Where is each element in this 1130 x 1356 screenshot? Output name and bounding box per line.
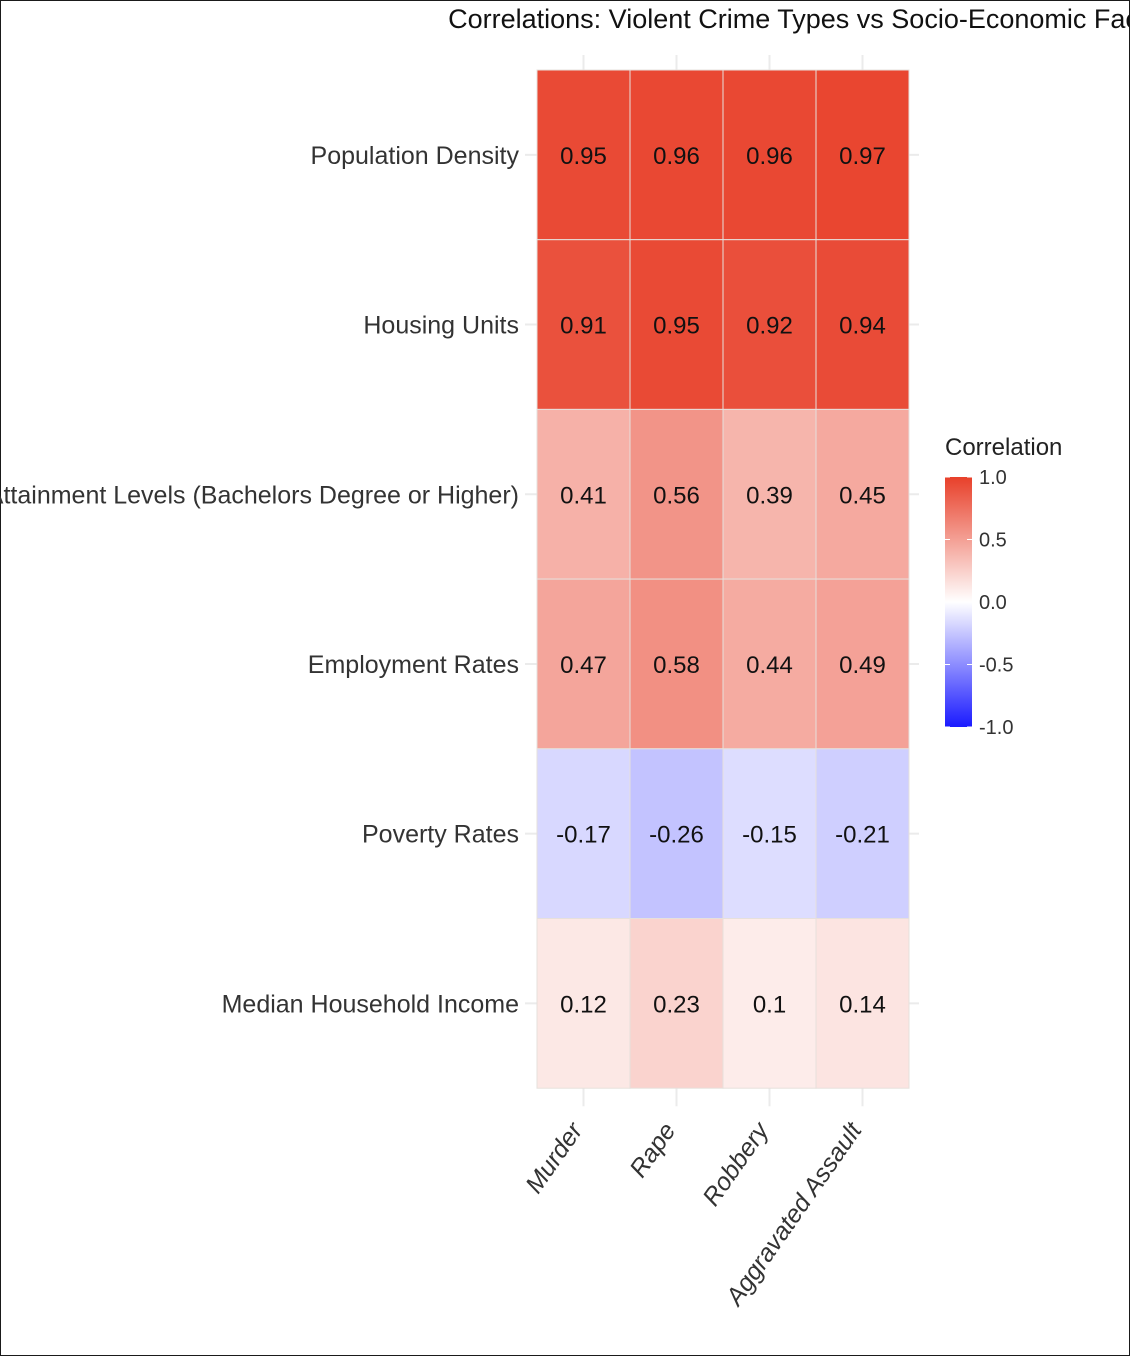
y-tick-label: Educational Attainment Levels (Bachelors… — [0, 481, 519, 509]
cell-value-label: 0.91 — [560, 313, 607, 340]
heatmap-cell — [722, 748, 817, 919]
heatmap-cell — [629, 578, 724, 750]
heatmap-cell — [536, 748, 631, 919]
cell-value-label: 0.39 — [746, 482, 793, 509]
heatmap-cell — [815, 408, 910, 580]
heatmap-cells — [536, 69, 910, 1089]
cell-value-label: 0.41 — [560, 482, 607, 509]
legend-tick-label: 0.5 — [979, 530, 1007, 552]
heatmap-cell — [629, 239, 724, 410]
legend-title: Correlation — [945, 434, 1062, 461]
heatmap-cell — [722, 578, 817, 750]
heatmap-cell — [722, 239, 817, 410]
legend-tick-label: -0.5 — [979, 655, 1013, 677]
cell-value-label: 0.49 — [839, 652, 886, 679]
heatmap-cell — [722, 408, 817, 580]
y-axis-labels: Population Density Housing Units Education… — [0, 142, 520, 1018]
y-tick-label: Population Density — [311, 142, 520, 170]
heatmap-cell — [815, 748, 910, 919]
heatmap-cell — [629, 918, 724, 1089]
cell-value-label: 0.44 — [746, 652, 793, 679]
cell-value-label: 0.58 — [653, 652, 700, 679]
chart-title: Correlations: Violent Crime Types vs Soc… — [448, 4, 1130, 34]
heatmap-cell — [536, 239, 631, 410]
heatmap-cell — [536, 408, 631, 580]
heatmap-cell — [815, 69, 910, 241]
heatmap-cell-labels: 0.95 0.96 0.96 0.97 0.91 0.95 0.92 0.94 0.41 0.56… — [556, 143, 890, 1018]
cell-value-label: -0.21 — [835, 822, 890, 849]
legend-tick-label: -1.0 — [979, 717, 1013, 739]
cell-value-label: 0.95 — [560, 143, 607, 170]
legend-tick-label: 1.0 — [979, 467, 1007, 489]
cell-value-label: 0.94 — [839, 313, 886, 340]
cell-value-label: 0.56 — [653, 482, 700, 509]
cell-value-label: 0.45 — [839, 482, 886, 509]
heatmap-cell — [722, 69, 817, 241]
cell-value-label: -0.15 — [742, 822, 797, 849]
x-tick-label: Robbery — [697, 1116, 775, 1211]
cell-value-label: 0.12 — [560, 991, 607, 1018]
color-legend: Correlation 1.0 0.5 0.0 -0.5 -1.0 — [945, 434, 1062, 739]
cell-value-label: 0.14 — [839, 991, 886, 1018]
heatmap-cell — [815, 918, 910, 1089]
legend-ticks: 1.0 0.5 0.0 -0.5 -1.0 — [945, 467, 1013, 739]
heatmap-cell — [629, 748, 724, 919]
heatmap-cell — [536, 918, 631, 1089]
cell-value-label: 0.96 — [653, 143, 700, 170]
x-tick-label: Rape — [624, 1118, 681, 1183]
cell-value-label: 0.97 — [839, 143, 886, 170]
cell-value-label: -0.26 — [649, 822, 704, 849]
y-tick-label: Median Household Income — [222, 990, 519, 1018]
legend-tick-label: 0.0 — [979, 592, 1007, 614]
cell-value-label: 0.23 — [653, 991, 700, 1018]
cell-value-label: 0.96 — [746, 143, 793, 170]
cell-value-label: 0.95 — [653, 313, 700, 340]
y-tick-label: Employment Rates — [308, 651, 519, 679]
cell-value-label: 0.1 — [753, 991, 786, 1018]
cell-value-label: 0.92 — [746, 313, 793, 340]
heatmap-cell — [536, 69, 631, 241]
heatmap-cell — [629, 408, 724, 580]
y-tick-label: Housing Units — [363, 312, 519, 340]
heatmap-cell — [815, 239, 910, 410]
cell-value-label: 0.47 — [560, 652, 607, 679]
x-tick-label: Murder — [520, 1116, 589, 1198]
heatmap-cell — [536, 578, 631, 750]
cell-value-label: -0.17 — [556, 822, 611, 849]
heatmap-cell — [722, 918, 817, 1089]
y-tick-label: Poverty Rates — [362, 821, 519, 849]
